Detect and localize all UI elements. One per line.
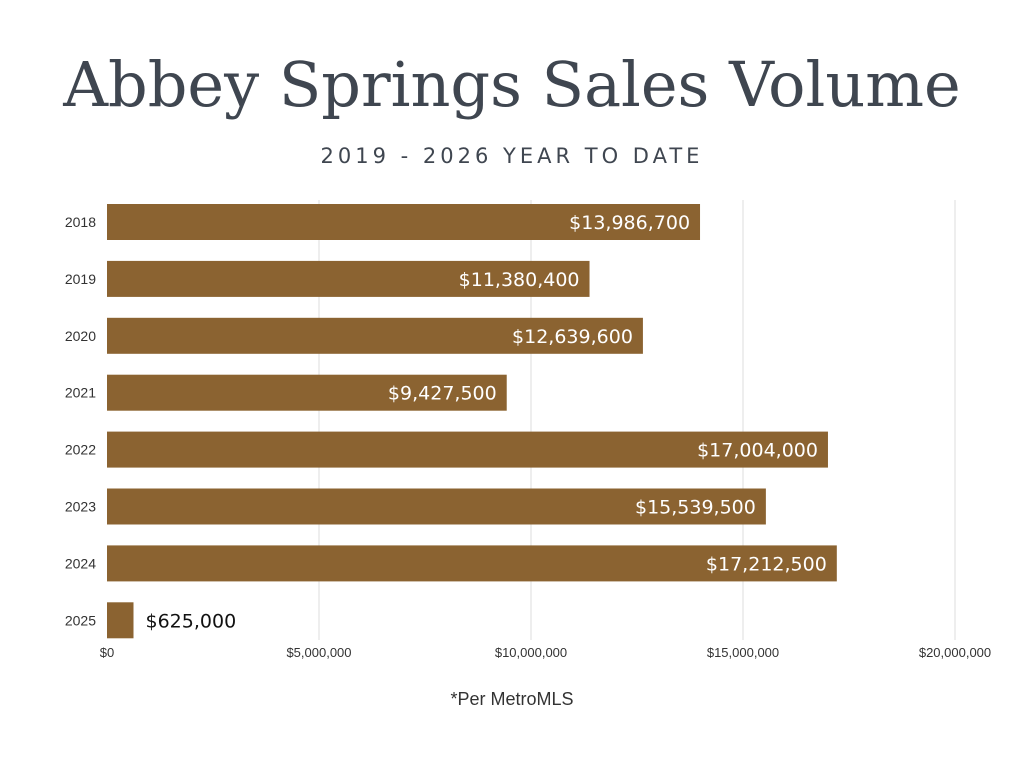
source-footnote: *Per MetroMLS — [450, 689, 574, 709]
y-tick-label: 2021 — [65, 385, 96, 401]
x-tick-label: $5,000,000 — [286, 645, 351, 660]
bar-2021 — [107, 374, 507, 411]
value-label: $11,380,400 — [459, 269, 580, 291]
value-label: $13,986,700 — [569, 212, 690, 234]
y-tick-label: 2020 — [65, 328, 96, 344]
x-tick-label: $20,000,000 — [919, 645, 991, 660]
value-label: $17,004,000 — [697, 440, 818, 462]
bar-2018 — [107, 204, 701, 240]
bar-2020 — [107, 317, 643, 354]
value-label: $9,427,500 — [388, 383, 497, 405]
bar-2025 — [107, 602, 134, 639]
y-tick-label: 2019 — [65, 271, 96, 287]
y-tick-label: 2023 — [65, 499, 96, 515]
bar-2024 — [107, 545, 837, 582]
value-label: $12,639,600 — [512, 326, 633, 348]
bar-2022 — [107, 431, 828, 468]
value-label: $625,000 — [146, 610, 237, 632]
y-tick-label: 2024 — [65, 555, 96, 571]
x-tick-label: $0 — [100, 645, 114, 660]
y-tick-label: 2018 — [65, 214, 96, 230]
x-tick-label: $10,000,000 — [495, 645, 567, 660]
bar-2019 — [107, 260, 590, 297]
value-label: $15,539,500 — [635, 497, 756, 519]
bar-2023 — [107, 488, 766, 525]
y-tick-label: 2025 — [65, 612, 96, 628]
chart-title: Abbey Springs Sales Volume — [63, 48, 961, 121]
chart-subtitle: 2019 - 2026 YEAR TO DATE — [320, 144, 704, 168]
x-tick-label: $15,000,000 — [707, 645, 779, 660]
value-label: $17,212,500 — [706, 553, 827, 575]
y-tick-label: 2022 — [65, 442, 96, 458]
